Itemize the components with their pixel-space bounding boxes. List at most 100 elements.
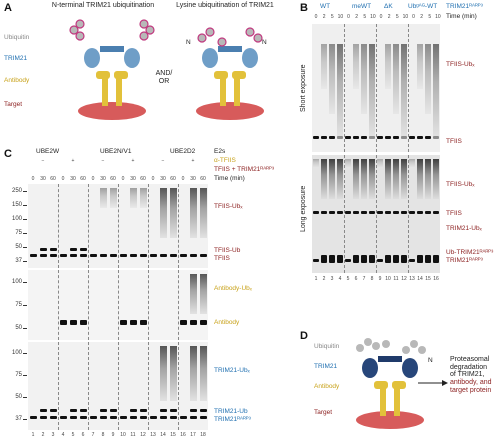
c-mid-divider-5 [178,270,179,340]
panel-d-schematic [356,338,426,429]
c-lane-8: 8 [101,432,105,438]
c-top-tfiis-band [80,254,87,257]
c-time-8: 30 [100,176,106,182]
panel-a-schematic [69,19,264,120]
c-bot-trim21-band [200,416,207,419]
c-top-smear [100,188,107,208]
b-time-4: 10 [337,14,344,20]
d-arrow-text-line-3: of TRIM21, [450,371,485,379]
b-long-trim21-band [417,255,423,263]
legend-target: Target [4,101,23,108]
c-mw-label: 50 [15,394,22,400]
group-mewt: meWT [352,3,372,10]
c-mw-label: 75 [15,302,22,308]
c-top-tfiis-band [110,254,117,257]
c-bot-trim21-band [80,416,87,419]
b-long-trim21-band [345,259,351,262]
c-time-15: 60 [170,176,176,182]
c-mid-antibody-band [190,320,197,325]
b-short-divider-1 [344,24,345,152]
c-bot-trim21-ub-band [190,409,197,412]
b-lane-8: 8 [370,276,374,282]
e2-ube2d2: UBE2D2 [170,148,196,155]
b-long-smear [425,159,431,199]
b-long-tfiis-band [401,211,407,214]
c-bot-trim21-band [120,416,127,419]
n-label-left: N [186,39,191,46]
c-time-6: 60 [80,176,86,182]
short-exposure-label: Short exposure [300,64,307,112]
b-lane-11: 11 [393,276,399,282]
c-bot-trim21-ub-band [110,409,117,412]
b-long-smear [337,159,343,199]
c-mw-label: 75 [15,230,22,236]
c-mid-antibody-band [120,320,127,325]
c-mw-tick [23,353,27,354]
b-lane-16: 16 [433,276,439,282]
group-wt: WT [320,3,331,10]
c-bot-trim21-band [70,416,77,419]
c-mw-label: 75 [15,372,22,378]
b-long-trim21-band [313,259,319,262]
c-lane-numbers: 1 2 3 4 5 6 7 8 9 10 11 12 13 14 15 16 17 18 [28,432,208,438]
b-label-trim21: TRIM21ᴿᴬᴿᴾ³ [446,257,483,264]
c-sign-row: − + − + − + [28,158,208,164]
c-mid-antibody-band [70,320,77,325]
c-top-tfiis-band [30,254,37,257]
b-long-trim21-band [329,255,335,263]
panel-a-label: A [4,2,12,14]
b-long-trim21-band [425,255,431,263]
b-long-tfiis-band [409,211,415,214]
b-short-tfiis-band [385,136,391,139]
c-bot-trim21-band [90,416,97,419]
b-long-trim21-band [353,255,359,263]
b-long-smear [401,159,407,199]
b-label-tfiis-ubx-long: TFIIS-Ubₓ [446,181,475,188]
c-bot-trim21-ub-band [140,409,147,412]
b-long-smear [369,159,375,199]
c-top-smear [200,188,207,238]
b-long-smear [433,159,439,199]
c-lane-3: 3 [51,432,55,438]
b-lane-10: 10 [385,276,391,282]
b-time-10: 2 [387,14,391,20]
n-terminal-schematic [69,19,155,120]
c-time-label: Time (min) [214,175,245,182]
c-mid-antibody-band [130,320,137,325]
e2s-label: E2s [214,148,226,155]
b-long-divider-2 [376,155,377,273]
c-top-smear [110,188,117,208]
c-mw-tick [23,191,27,192]
c-top-tfiis-ub-band [50,248,57,251]
d-arrow-text-line-5: target protein [450,386,492,394]
c-mw-tick [23,233,27,234]
b-short-divider-2 [376,24,377,152]
group-ubgag: Ubᵍᴬᴳ-WT [408,3,438,10]
c-sign-3: − [101,158,105,164]
b-time-16: 10 [435,14,441,20]
c-mw-label: 250 [11,188,22,194]
c-bot-trim21-ub-band [130,409,137,412]
c-mw-tick [23,281,27,283]
d-arrow-text-line-1: Proteasomal [450,356,490,363]
c-time-3: 60 [50,176,56,182]
c-lane-10: 10 [120,432,126,438]
c-sign-6: + [191,158,195,164]
c-mid-divider-2 [88,270,89,340]
c-mw-tick [23,261,27,262]
b-short-tfiis-band [377,136,383,139]
b-time-7: 5 [363,14,367,20]
b-short-smear [425,44,431,114]
d-arrow [418,380,448,386]
c-sign-5: − [161,158,165,164]
c-top-tfiis-band [180,254,187,257]
b-time-14: 2 [420,14,424,20]
c-lane-15: 15 [170,432,176,438]
b-short-smear [361,44,367,114]
d-arrow-text-line-4: antibody, and [450,379,492,387]
c-mid-antibody-band [80,320,87,325]
c-mw-tick [23,219,27,220]
c-top-tfiis-ub-band [70,248,77,251]
c-top-smear [190,188,197,238]
c-bot-trim21-band [30,416,37,419]
